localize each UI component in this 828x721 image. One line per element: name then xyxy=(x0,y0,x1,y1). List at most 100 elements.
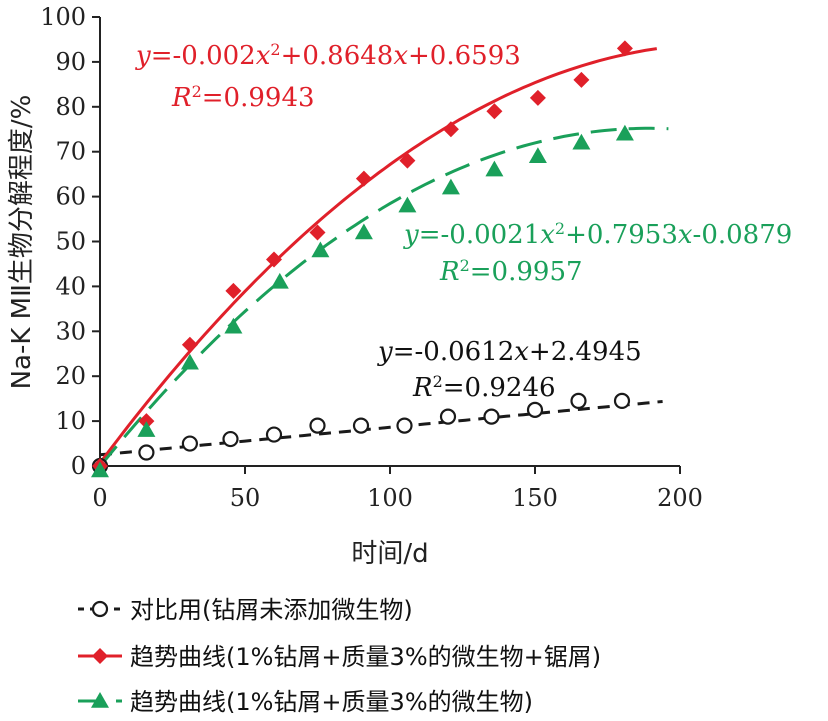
data-point-series-2 xyxy=(225,282,242,299)
data-point-series-3 xyxy=(270,272,289,289)
x-tick-label: 150 xyxy=(512,484,558,512)
ticks: 0 50 100 150 200 0 10 20 30 40 50 60 70 80 90 100 xyxy=(40,3,703,512)
data-point-series-3 xyxy=(91,461,109,478)
data-point-series-3 xyxy=(615,124,634,141)
r-squared-series-2: R2=0.9943 xyxy=(171,82,315,114)
x-tick-label: 200 xyxy=(657,484,703,512)
data-point-series-2 xyxy=(573,71,590,88)
data-point-series-1 xyxy=(526,401,544,418)
data-point-series-1 xyxy=(613,392,631,409)
data-point-series-3 xyxy=(572,133,591,150)
data-point-series-1 xyxy=(396,417,413,434)
r2-sup: 2 xyxy=(433,372,443,391)
r2-prefix: R xyxy=(412,373,433,403)
data-point-series-2 xyxy=(309,224,326,241)
r2-sup: 2 xyxy=(460,256,470,275)
equations: y=-0.0612x+2.4945R2=0.9246y=-0.002x2+0.8… xyxy=(135,40,792,404)
y-tick-label: 80 xyxy=(55,93,86,121)
data-point-series-2 xyxy=(181,336,198,353)
r2-prefix: R xyxy=(171,83,192,113)
x-axis-title: 时间/d xyxy=(351,539,428,569)
y-tick-label: 20 xyxy=(55,362,86,390)
data-point-series-3 xyxy=(398,196,417,213)
y-tick-label: 0 xyxy=(71,452,86,480)
equation-part: y xyxy=(403,220,419,250)
legend-label-series-2: 趋势曲线(1%钻屑+质量3%的微生物+锯屑) xyxy=(130,643,601,671)
r2-value: =0.9246 xyxy=(443,373,556,403)
r2-sup: 2 xyxy=(192,82,202,101)
data-point-series-3 xyxy=(224,317,243,334)
y-tick-label: 100 xyxy=(40,3,86,31)
data-point-series-2 xyxy=(442,121,459,138)
data-point-series-3 xyxy=(528,147,547,163)
data-point-series-2 xyxy=(616,40,633,57)
equation-part: +0.6593 xyxy=(408,41,521,71)
equation-part: -0.0879 xyxy=(693,220,793,250)
equation-series-2: y=-0.002x2+0.8648x+0.6593 xyxy=(135,40,521,72)
data-point-series-1 xyxy=(439,408,457,425)
legend: 对比用(钻屑未添加微生物) 趋势曲线(1%钻屑+质量3%的微生物+锯屑) 趋势曲线(… xyxy=(78,596,601,716)
equation-part: +0.7953 xyxy=(565,220,678,250)
legend-marker-series-1 xyxy=(91,600,109,618)
r-squared-series-3: R2=0.9957 xyxy=(439,256,583,288)
data-point-series-1 xyxy=(181,435,198,452)
equation-part: y xyxy=(377,337,393,367)
y-tick-label: 50 xyxy=(55,228,86,256)
equation-part: +0.8648 xyxy=(281,41,394,71)
data-point-series-3 xyxy=(137,421,156,437)
data-point-series-1 xyxy=(265,426,283,443)
equation-series-3: y=-0.0021x2+0.7953x-0.0879 xyxy=(403,219,792,251)
data-point-series-3 xyxy=(180,353,199,370)
x-tick-label: 100 xyxy=(367,484,413,512)
data-point-series-1 xyxy=(483,408,500,425)
data-point-series-3 xyxy=(485,160,504,177)
equation-series-1: y=-0.0612x+2.4945 xyxy=(377,337,642,367)
equation-part: y xyxy=(135,41,151,71)
data-point-series-2 xyxy=(266,251,282,268)
y-tick-label: 70 xyxy=(55,138,86,166)
data-point-series-1 xyxy=(309,417,326,434)
equation-part: 2 xyxy=(270,40,280,59)
equation-part: +2.4945 xyxy=(529,337,642,367)
y-tick-label: 90 xyxy=(55,48,86,76)
legend-label-series-3: 趋势曲线(1%钻屑+质量3%的微生物) xyxy=(130,688,533,716)
data-point-series-2 xyxy=(486,103,503,120)
data-point-series-3 xyxy=(441,178,460,195)
equation-part: =-0.0612 xyxy=(393,337,515,367)
data-point-series-3 xyxy=(354,223,373,240)
equation-part: x xyxy=(393,41,408,71)
r2-prefix: R xyxy=(439,257,460,287)
data-point-series-3 xyxy=(311,241,330,258)
data-point-series-1 xyxy=(570,392,587,409)
data-point-series-2 xyxy=(355,170,372,187)
y-axis-title: Na-K MⅡ生物分解程度/% xyxy=(7,95,37,390)
y-tick-label: 30 xyxy=(55,317,86,345)
equation-part: x xyxy=(514,337,529,367)
r-squared-series-1: R2=0.9246 xyxy=(412,372,556,404)
data-point-series-2 xyxy=(399,152,416,169)
r2-value: =0.9943 xyxy=(202,83,315,113)
x-tick-label: 0 xyxy=(92,484,107,512)
r2-value: =0.9957 xyxy=(470,257,583,287)
data-point-series-1 xyxy=(352,417,370,434)
equation-part: x xyxy=(540,220,555,250)
data-point-series-2 xyxy=(529,89,546,106)
y-tick-label: 10 xyxy=(55,407,86,435)
y-tick-label: 40 xyxy=(55,272,86,300)
x-tick-label: 50 xyxy=(230,484,261,512)
legend-marker-series-2 xyxy=(92,648,108,664)
legend-marker-series-3 xyxy=(91,692,109,708)
legend-label-series-1: 对比用(钻屑未添加微生物) xyxy=(130,596,413,624)
y-tick-label: 60 xyxy=(55,183,86,211)
data-point-series-1 xyxy=(222,430,239,448)
equation-part: x xyxy=(678,220,693,250)
fit-line-series-1 xyxy=(99,400,663,457)
equation-part: x xyxy=(256,41,271,71)
markers xyxy=(91,40,634,478)
equation-part: =-0.002 xyxy=(151,41,256,71)
equation-part: 2 xyxy=(555,219,565,238)
data-point-series-1 xyxy=(138,444,155,461)
equation-part: =-0.0021 xyxy=(419,220,541,250)
fit-line-series-3 xyxy=(98,126,669,468)
